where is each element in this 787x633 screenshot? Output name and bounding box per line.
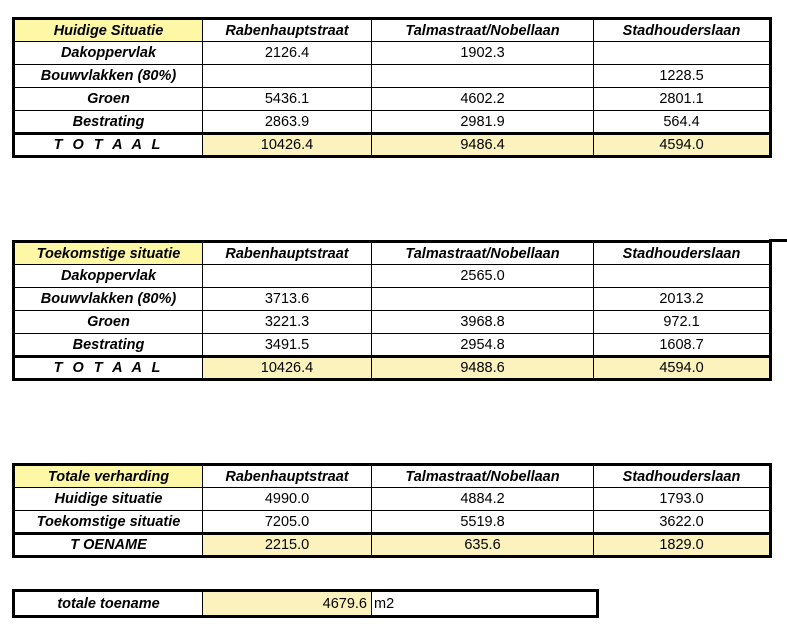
summary-value[interactable]: 4679.6 (202, 589, 372, 618)
total-row: T OENAME 2215.0 635.6 1829.0 (12, 532, 772, 558)
table-header-row: Huidige Situatie Rabenhauptstraat Talmas… (12, 17, 772, 42)
table-totale-verharding: Totale verharding Rabenhauptstraat Talma… (12, 463, 772, 558)
total-value[interactable]: 10426.4 (202, 132, 372, 158)
column-header[interactable]: Talmastraat/Nobellaan (371, 17, 594, 42)
cell-value[interactable] (371, 64, 594, 88)
cell-value[interactable]: 3221.3 (202, 310, 372, 334)
cell-value[interactable]: 4602.2 (371, 87, 594, 111)
row-label[interactable]: Bouwvlakken (80%) (12, 287, 203, 311)
cell-value[interactable] (593, 41, 772, 65)
column-header[interactable]: Rabenhauptstraat (202, 240, 372, 265)
row-label[interactable]: Bestrating (12, 110, 203, 134)
table-row: Dakoppervlak 2126.4 1902.3 (12, 41, 772, 65)
table-row: Bestrating 3491.5 2954.8 1608.7 (12, 333, 772, 357)
table-row: Bouwvlakken (80%) 1228.5 (12, 64, 772, 88)
total-value[interactable]: 9486.4 (371, 132, 594, 158)
cell-value[interactable]: 4990.0 (202, 487, 372, 511)
total-value[interactable]: 2215.0 (202, 532, 372, 558)
row-label[interactable]: Dakoppervlak (12, 264, 203, 288)
row-label[interactable]: Dakoppervlak (12, 41, 203, 65)
table-title[interactable]: Huidige Situatie (12, 17, 203, 42)
table-totale-toename: totale toename 4679.6 m2 (12, 589, 599, 618)
total-row: T O T A A L 10426.4 9486.4 4594.0 (12, 132, 772, 158)
row-label[interactable]: Huidige situatie (12, 487, 203, 511)
column-header[interactable]: Talmastraat/Nobellaan (371, 240, 594, 265)
cell-value[interactable]: 1902.3 (371, 41, 594, 65)
row-label[interactable]: Groen (12, 310, 203, 334)
column-header[interactable]: Rabenhauptstraat (202, 17, 372, 42)
cell-value[interactable]: 2126.4 (202, 41, 372, 65)
cell-value[interactable]: 2801.1 (593, 87, 772, 111)
table-row: Bestrating 2863.9 2981.9 564.4 (12, 110, 772, 134)
cell-value[interactable] (202, 264, 372, 288)
table-row: Bouwvlakken (80%) 3713.6 2013.2 (12, 287, 772, 311)
cell-value[interactable]: 2863.9 (202, 110, 372, 134)
table-row: Groen 5436.1 4602.2 2801.1 (12, 87, 772, 111)
table-row: Huidige situatie 4990.0 4884.2 1793.0 (12, 487, 772, 511)
table-toekomstige-situatie: Toekomstige situatie Rabenhauptstraat Ta… (12, 240, 772, 381)
cell-value[interactable] (593, 264, 772, 288)
cell-value[interactable]: 1228.5 (593, 64, 772, 88)
cell-value[interactable]: 2981.9 (371, 110, 594, 134)
column-header[interactable]: Stadhouderslaan (593, 240, 772, 265)
table-title[interactable]: Toekomstige situatie (12, 240, 203, 265)
row-label[interactable]: Groen (12, 87, 203, 111)
total-row: T O T A A L 10426.4 9488.6 4594.0 (12, 355, 772, 381)
table-header-row: Totale verharding Rabenhauptstraat Talma… (12, 463, 772, 488)
summary-unit[interactable]: m2 (371, 589, 599, 618)
cell-value[interactable]: 5519.8 (371, 510, 594, 534)
total-value[interactable]: 1829.0 (593, 532, 772, 558)
cell-value[interactable]: 2954.8 (371, 333, 594, 357)
cell-value[interactable]: 3968.8 (371, 310, 594, 334)
summary-label[interactable]: totale toename (12, 589, 203, 618)
cell-value[interactable]: 564.4 (593, 110, 772, 134)
cell-value[interactable]: 1608.7 (593, 333, 772, 357)
cell-value[interactable]: 2565.0 (371, 264, 594, 288)
cell-value[interactable] (371, 287, 594, 311)
cell-value[interactable]: 4884.2 (371, 487, 594, 511)
table-title[interactable]: Totale verharding (12, 463, 203, 488)
total-value[interactable]: 635.6 (371, 532, 594, 558)
cell-value[interactable]: 3622.0 (593, 510, 772, 534)
divider-line (769, 239, 787, 242)
table-row: Toekomstige situatie 7205.0 5519.8 3622.… (12, 510, 772, 534)
cell-value[interactable]: 7205.0 (202, 510, 372, 534)
summary-row: totale toename 4679.6 m2 (12, 589, 599, 618)
cell-value[interactable] (202, 64, 372, 88)
column-header[interactable]: Rabenhauptstraat (202, 463, 372, 488)
cell-value[interactable]: 972.1 (593, 310, 772, 334)
cell-value[interactable]: 5436.1 (202, 87, 372, 111)
total-value[interactable]: 4594.0 (593, 132, 772, 158)
column-header[interactable]: Stadhouderslaan (593, 17, 772, 42)
total-value[interactable]: 9488.6 (371, 355, 594, 381)
cell-value[interactable]: 3713.6 (202, 287, 372, 311)
table-header-row: Toekomstige situatie Rabenhauptstraat Ta… (12, 240, 772, 265)
total-label[interactable]: T OENAME (12, 532, 203, 558)
total-value[interactable]: 4594.0 (593, 355, 772, 381)
cell-value[interactable]: 1793.0 (593, 487, 772, 511)
total-value[interactable]: 10426.4 (202, 355, 372, 381)
row-label[interactable]: Toekomstige situatie (12, 510, 203, 534)
table-huidige-situatie: Huidige Situatie Rabenhauptstraat Talmas… (12, 17, 772, 158)
row-label[interactable]: Bouwvlakken (80%) (12, 64, 203, 88)
total-label[interactable]: T O T A A L (12, 355, 203, 381)
cell-value[interactable]: 3491.5 (202, 333, 372, 357)
cell-value[interactable]: 2013.2 (593, 287, 772, 311)
column-header[interactable]: Talmastraat/Nobellaan (371, 463, 594, 488)
table-row: Groen 3221.3 3968.8 972.1 (12, 310, 772, 334)
column-header[interactable]: Stadhouderslaan (593, 463, 772, 488)
row-label[interactable]: Bestrating (12, 333, 203, 357)
total-label[interactable]: T O T A A L (12, 132, 203, 158)
table-row: Dakoppervlak 2565.0 (12, 264, 772, 288)
